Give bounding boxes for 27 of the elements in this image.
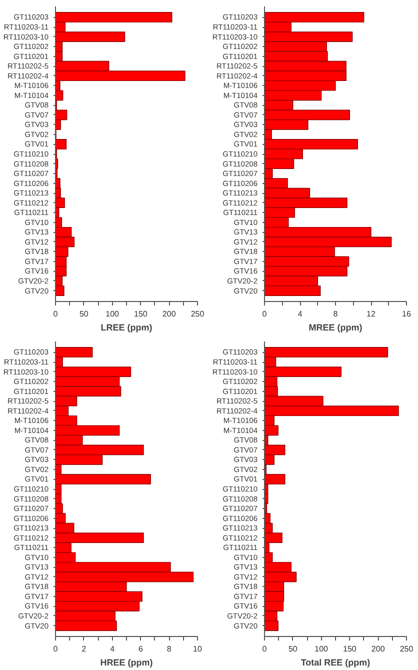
x-tick-label: 0 (262, 310, 268, 318)
x-tick-label: 100 (314, 644, 329, 654)
x-axis-title: Total REE (ppm) (300, 658, 370, 668)
x-tick-label: 8 (333, 310, 338, 318)
x-tick-label: 16 (402, 310, 412, 318)
x-tick-label: 4 (298, 310, 303, 318)
x-tick-label: 50 (288, 644, 298, 654)
x-tick-label: 200 (371, 644, 386, 654)
x-tick-label: 4 (110, 644, 116, 654)
x-tick-label: 10 (193, 644, 202, 654)
x-tick-label: 150 (343, 644, 357, 654)
x-tick-label: 100 (106, 310, 120, 318)
x-axis-title: MREE (ppm) (308, 322, 362, 332)
x-tick-label: 0 (53, 310, 58, 318)
x-tick-label: 150 (134, 310, 148, 318)
x-tick-label: 200 (162, 310, 176, 318)
x-tick-label: 0 (53, 644, 58, 654)
x-tick-label: 8 (166, 644, 172, 654)
x-tick-label: 50 (79, 310, 89, 318)
x-axis-title: LREE (ppm) (100, 322, 152, 332)
x-axis-title: HREE (ppm) (100, 658, 153, 668)
x-tick-label: 12 (366, 310, 376, 318)
x-tick-label: 6 (138, 644, 144, 654)
x-tick-label: 250 (400, 644, 414, 654)
x-tick-label: 2 (82, 644, 87, 654)
x-tick-label: 0 (262, 644, 268, 654)
x-tick-label: 250 (190, 310, 205, 318)
